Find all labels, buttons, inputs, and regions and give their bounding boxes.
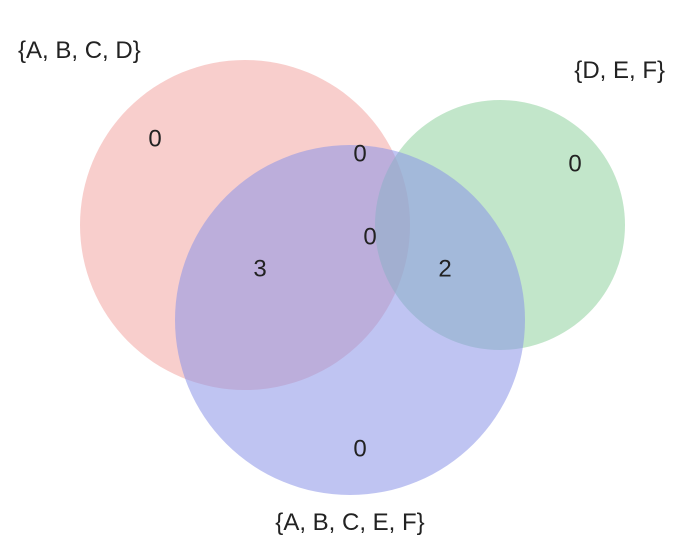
region-a-and-c: 3 xyxy=(253,255,266,282)
region-only-a: 0 xyxy=(148,125,161,152)
region-b-and-c: 2 xyxy=(438,255,451,282)
region-only-b: 0 xyxy=(568,150,581,177)
set-label-b: {D, E, F} xyxy=(574,57,665,84)
region-a-b-c: 0 xyxy=(363,223,376,250)
region-a-and-b: 0 xyxy=(353,140,366,167)
region-only-c: 0 xyxy=(353,435,366,462)
set-circle-c xyxy=(175,145,525,495)
set-label-a: {A, B, C, D} xyxy=(18,37,141,64)
set-label-c: {A, B, C, E, F} xyxy=(275,509,424,536)
venn-diagram: {A, B, C, D} {D, E, F} {A, B, C, E, F} 0… xyxy=(0,0,680,552)
